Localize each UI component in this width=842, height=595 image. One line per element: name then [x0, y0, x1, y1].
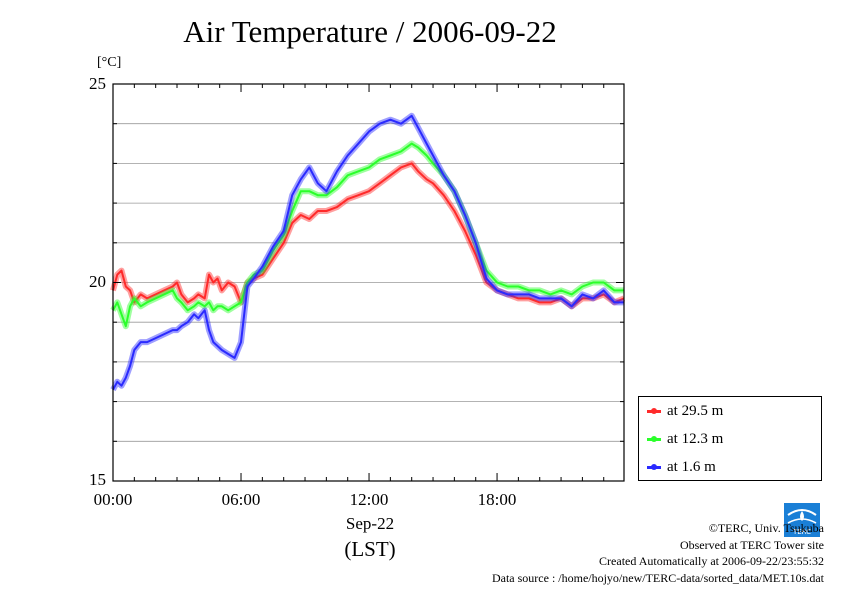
terc-logo-icon: TERC	[784, 503, 820, 537]
series-halo-2	[110, 112, 624, 392]
x-tick-label-0000: 00:00	[93, 490, 133, 509]
y-axis-unit: [°C]	[97, 55, 122, 70]
legend-label-29-5m: at 29.5 m	[667, 402, 724, 419]
legend-label-1-6m: at 1.6 m	[667, 458, 716, 475]
grid-lines	[113, 123, 624, 442]
logo-text: TERC	[792, 528, 811, 536]
legend-swatch-29-5m	[647, 407, 661, 414]
y-tick-label-15: 15	[89, 470, 106, 489]
credit-created: Created Automatically at 2006-09-22/23:5…	[599, 554, 824, 568]
legend-swatch-12-3m	[647, 435, 661, 442]
credit-source: Data source : /home/hojyo/new/TERC-data/…	[491, 570, 824, 585]
legend-item-1-6m: at 1.6 m	[647, 457, 716, 477]
credits-block: ©TERC, Univ. Tsukuba Observed at TERC To…	[492, 520, 824, 586]
y-tick-label-20: 20	[89, 272, 106, 291]
series-halo-0	[110, 160, 626, 310]
x-tick-label-1200: 12:00	[349, 490, 389, 509]
series-line-2	[112, 114, 624, 391]
series-line-1	[112, 142, 624, 328]
y-tick-label-25: 25	[89, 74, 106, 93]
legend-item-12-3m: at 12.3 m	[647, 429, 723, 449]
legend: at 29.5 m at 12.3 m at 1.6 m	[638, 396, 822, 481]
series-lines	[110, 112, 626, 392]
tick-marks	[112, 83, 624, 482]
credit-copyright: ©TERC, Univ. Tsukuba	[708, 521, 824, 535]
x-axis-date-label: Sep-22	[345, 514, 395, 533]
legend-label-12-3m: at 12.3 m	[667, 430, 724, 447]
series-line-0	[112, 162, 625, 308]
credit-observed: Observed at TERC Tower site	[679, 537, 824, 552]
x-tick-label-1800: 18:00	[477, 490, 517, 509]
chart-title: Air Temperature / 2006-09-22	[183, 14, 557, 49]
x-axis-zone-label: (LST)	[344, 537, 396, 561]
x-tick-label-0600: 06:00	[221, 490, 261, 509]
legend-item-29-5m: at 29.5 m	[647, 401, 723, 421]
legend-swatch-1-6m	[647, 463, 661, 470]
